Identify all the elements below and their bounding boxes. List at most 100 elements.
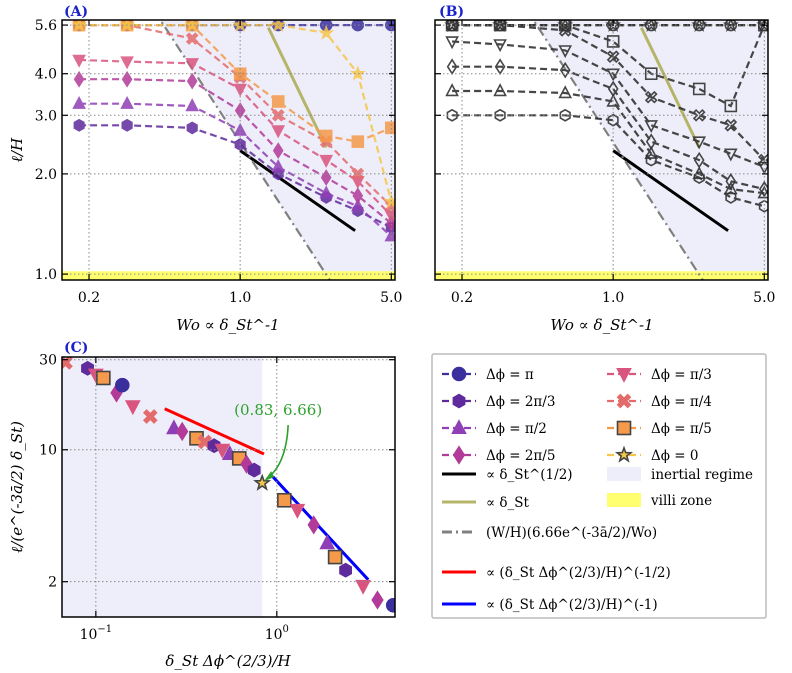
data-point-pi_3 (723, 148, 738, 162)
x-tick-label: 5.0 (753, 290, 775, 306)
data-point-pi_4 (724, 118, 738, 132)
x-tick-label: 1.0 (602, 290, 624, 306)
data-point-zero (756, 20, 768, 32)
data-point-zero (349, 65, 366, 81)
data-point-pi_5 (644, 67, 658, 81)
data-point-pi_5 (233, 67, 247, 81)
data-point-zero (605, 20, 622, 32)
data-point-two_pi_3 (73, 118, 85, 132)
data-point-two_pi_5 (725, 172, 737, 190)
series-line-pi_4 (79, 24, 393, 207)
legend-entry-pi_3: Δϕ = π/3 (607, 367, 712, 383)
legend-label: ∝ (δ_St Δϕ^(2/3)/H)^(-1/2) (486, 565, 671, 581)
data-point-pi_2 (350, 198, 365, 212)
legend-label: inertial regime (651, 467, 753, 483)
series-line-two_pi_5 (452, 65, 765, 191)
legend-entry-villi: villi zone (607, 493, 712, 509)
data-point-pi_4 (185, 32, 199, 45)
data-point-two_pi_3 (725, 190, 737, 204)
legend-patch (607, 467, 641, 481)
panel-c: (0.83, 6.66) 10−1 100 2 10 30 (39, 353, 396, 643)
data-point-zero (691, 20, 708, 32)
data-point-pi_5 (327, 549, 343, 565)
data-point-pi_2 (606, 93, 621, 107)
data-point-pi_3 (289, 503, 306, 519)
x-tick-label: 10−1 (80, 624, 113, 643)
x-tick-label: 0.2 (78, 290, 100, 306)
data-point-pi_4 (351, 167, 365, 181)
villi-zone (435, 271, 768, 280)
data-point-two_pi_5 (73, 70, 85, 88)
data-point-pi_5 (276, 492, 292, 508)
data-point-zero (722, 20, 739, 32)
legend-marker (452, 393, 466, 409)
data-point-two_pi_5 (320, 169, 332, 186)
data-point-pi_2 (319, 185, 334, 199)
legend-entry-lin_law: ∝ δ_St (442, 495, 530, 511)
data-point-two_pi_5 (186, 72, 198, 90)
legend-entry-pi_5: Δϕ = π/5 (607, 420, 712, 437)
data-point-two_pi_5 (176, 421, 189, 442)
ref-line-lin_law (267, 27, 328, 149)
data-point-two_pi_5 (645, 133, 657, 150)
data-point-pi_3 (558, 45, 573, 59)
x-axis-label-c: δ_St Δϕ^(2/3)/H (165, 652, 291, 670)
data-point-pi_3 (271, 125, 286, 139)
legend-entry-two_pi_3: Δϕ = 2π/3 (442, 393, 555, 410)
data-point-pi_5 (724, 99, 738, 113)
panel-label-c: (C) (64, 340, 88, 356)
legend-label: ∝ δ_St^(1/2) (486, 467, 573, 483)
legend-label: Δϕ = π/5 (651, 421, 712, 437)
y-tick-label: 4.0 (35, 67, 57, 83)
plot-area (62, 357, 395, 617)
panel-label-b: (B) (439, 4, 464, 20)
annotation-arrowhead (264, 471, 275, 482)
data-point-pi_4 (644, 90, 658, 104)
ref-line-half_law (239, 149, 356, 232)
legend-marker (616, 367, 632, 383)
data-point-pi (692, 20, 706, 32)
data-point-two_pi_5 (607, 80, 619, 98)
data-point-pi_2 (723, 181, 738, 195)
data-point-two_pi_3 (247, 462, 261, 478)
data-point-two_pi_5 (559, 61, 571, 79)
legend-entry-pi_2: Δϕ = π/2 (442, 419, 547, 437)
data-point-pi_3 (355, 579, 371, 595)
data-point-pi_3 (120, 56, 134, 70)
data-point-two_pi_3 (121, 118, 133, 132)
axes-frame (61, 19, 396, 281)
legend-entry-zero: Δϕ = 0 (607, 445, 698, 464)
series-line-two_pi_5 (79, 78, 393, 225)
data-point-pi_5 (271, 95, 285, 108)
ref-line-dashdot (532, 20, 705, 280)
data-point-pi (385, 597, 395, 613)
data-point-pi_2 (644, 145, 659, 159)
x-axis-label-b: Wo ∝ δ_St^-1 (550, 316, 653, 334)
legend-marker (616, 420, 632, 436)
data-point-zero (253, 473, 272, 491)
data-point-pi_2 (233, 122, 248, 136)
y-tick-label: 5.6 (35, 18, 57, 34)
legend-entry-inertial: inertial regime (607, 467, 753, 483)
legend-label: Δϕ = π/3 (651, 367, 712, 383)
ref-line-dashdot (159, 20, 332, 280)
data-point-zero (444, 20, 461, 32)
legend-marker (616, 393, 632, 409)
data-point-pi_5 (351, 135, 365, 148)
data-point-pi_2 (445, 83, 459, 97)
data-point-pi_5 (96, 370, 111, 386)
ref-line-lin_law (640, 27, 701, 149)
data-point-two_pi_3 (758, 199, 768, 213)
legend-label: ∝ δ_St (486, 495, 530, 511)
data-point-pi_5 (758, 20, 768, 32)
axes-frame (434, 19, 769, 281)
data-point-pi_2 (493, 83, 507, 97)
x-tick-label: 1.0 (229, 290, 251, 306)
data-point-pi_3 (644, 120, 659, 134)
data-point-zero (643, 20, 660, 32)
plot-area (435, 20, 768, 280)
data-point-pi_4 (606, 50, 620, 64)
data-point-two_pi_3 (607, 113, 619, 127)
data-point-pi_2 (72, 95, 86, 109)
